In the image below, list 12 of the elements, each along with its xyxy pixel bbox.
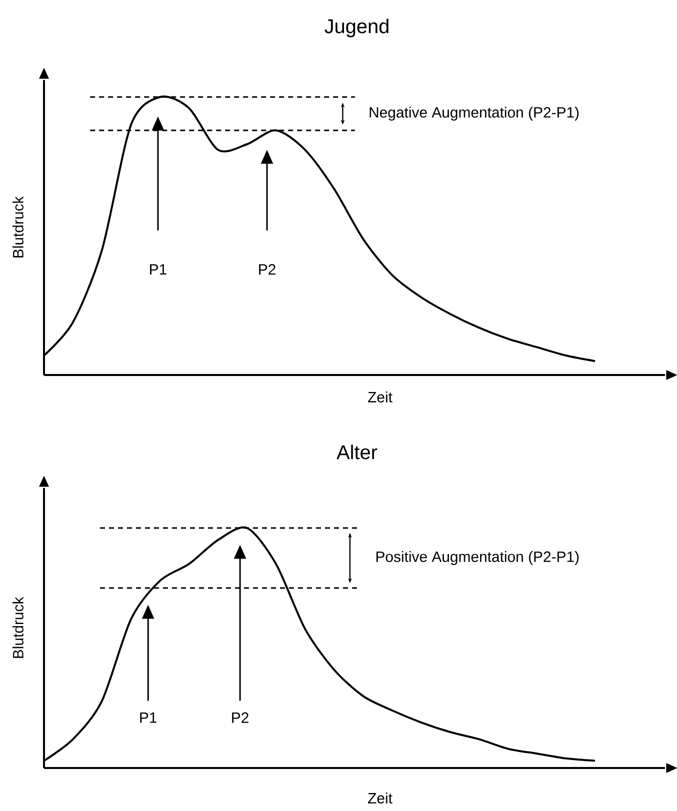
chart-title: Jugend bbox=[324, 18, 388, 38]
y-axis-title: Blutdruck bbox=[12, 596, 24, 658]
annotation: P2 bbox=[232, 712, 248, 723]
annotation: P2 bbox=[259, 264, 276, 275]
annotation: Negative Augmentation (P2-P1) bbox=[370, 106, 578, 121]
annotation: P1 bbox=[140, 712, 156, 723]
annotation: Positive Augmentation (P2-P1) bbox=[376, 551, 579, 565]
x-axis-title: Zeit bbox=[368, 792, 392, 804]
annotation: P1 bbox=[150, 264, 166, 274]
x-axis-title: Zeit bbox=[368, 391, 392, 402]
chart-title: Alter bbox=[336, 444, 378, 460]
y-axis-title: Blutdruck bbox=[12, 196, 24, 258]
